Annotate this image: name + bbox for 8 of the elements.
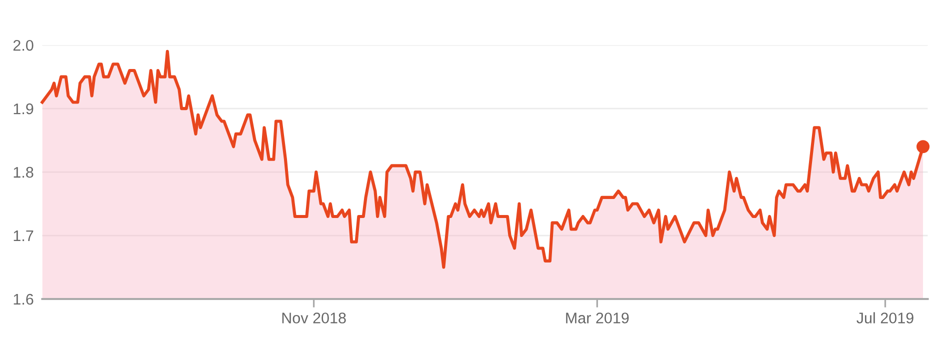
y-tick-label: 1.8 (14, 166, 34, 178)
x-tick-label: Nov 2018 (282, 312, 346, 324)
y-tick-label: 1.6 (14, 294, 34, 305)
x-tick-label: Jul 2019 (856, 312, 914, 324)
y-tick-label: 1.9 (14, 103, 34, 114)
y-tick-label: 2.0 (13, 40, 34, 51)
x-tick-label: Mar 2019 (566, 312, 629, 324)
y-tick-label: 1.7 (14, 230, 34, 242)
